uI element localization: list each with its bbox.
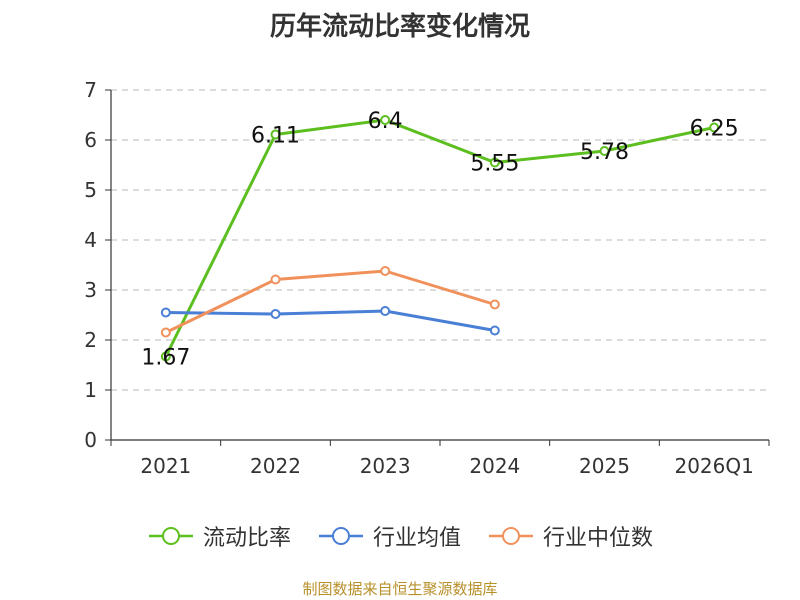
data-point — [160, 351, 171, 362]
data-labels: 1.67 6.11 6.4 5.55 5.78 6.25 — [141, 109, 738, 371]
x-tick-label: 2021 — [140, 454, 191, 478]
data-point — [489, 325, 500, 336]
x-tick-label: 2024 — [469, 454, 520, 478]
data-label: 6.4 — [368, 109, 403, 134]
series-line-1 — [165, 309, 496, 332]
data-point — [489, 157, 500, 168]
data-point — [270, 129, 281, 140]
legend-label: 行业中位数 — [543, 526, 654, 551]
legend-line-icon — [489, 527, 533, 545]
data-point — [270, 309, 281, 319]
data-label: 1.67 — [141, 346, 190, 371]
x-tick-label: 2025 — [579, 454, 630, 478]
data-point — [380, 115, 391, 125]
data-point — [160, 327, 171, 338]
legend-line-icon — [318, 527, 363, 545]
grid-lines — [111, 89, 769, 391]
x-tick-label: 2022 — [250, 454, 301, 478]
y-tick-label: 2 — [84, 328, 97, 352]
axes: 0 1 2 3 4 5 6 7 2021 2022 2023 2024 2025 2026Q1 — [84, 78, 770, 478]
legend-label: 流动比率 — [202, 526, 291, 551]
chart-title: 历年流动比率变化情况 — [269, 12, 530, 42]
data-point — [270, 274, 281, 285]
x-tick-label: 2026Q1 — [674, 454, 753, 478]
data-point — [160, 307, 171, 318]
y-tick-label: 3 — [84, 278, 97, 302]
series-line-2 — [165, 269, 496, 334]
data-label: 6.25 — [690, 117, 739, 142]
legend-item-current-ratio[interactable]: 流动比率 — [147, 520, 291, 552]
y-tick-label: 5 — [84, 178, 97, 202]
y-tick-label: 4 — [84, 228, 97, 252]
data-point — [599, 146, 610, 156]
data-label: 6.11 — [251, 124, 300, 149]
y-tick-label: 1 — [84, 378, 97, 402]
legend-line-icon — [148, 527, 193, 545]
x-tick-label: 2023 — [360, 454, 411, 478]
legend: 流动比率 行业均值 行业中位数 — [0, 520, 800, 552]
data-point — [380, 306, 391, 316]
data-source-note: 制图数据来自恒生聚源数据库 — [302, 580, 498, 598]
data-point — [709, 122, 720, 133]
legend-item-industry-median[interactable]: 行业中位数 — [487, 520, 653, 552]
series-line-0 — [164, 118, 715, 358]
series-lines — [160, 115, 720, 362]
data-point — [489, 299, 500, 310]
y-tick-label: 7 — [84, 78, 97, 102]
data-point — [380, 266, 391, 276]
y-tick-label: 6 — [84, 128, 97, 152]
legend-label: 行业均值 — [372, 526, 461, 551]
legend-item-industry-mean[interactable]: 行业均值 — [317, 520, 461, 552]
y-tick-label: 0 — [84, 428, 97, 452]
data-label: 5.55 — [470, 152, 519, 177]
data-label: 5.78 — [580, 140, 629, 165]
